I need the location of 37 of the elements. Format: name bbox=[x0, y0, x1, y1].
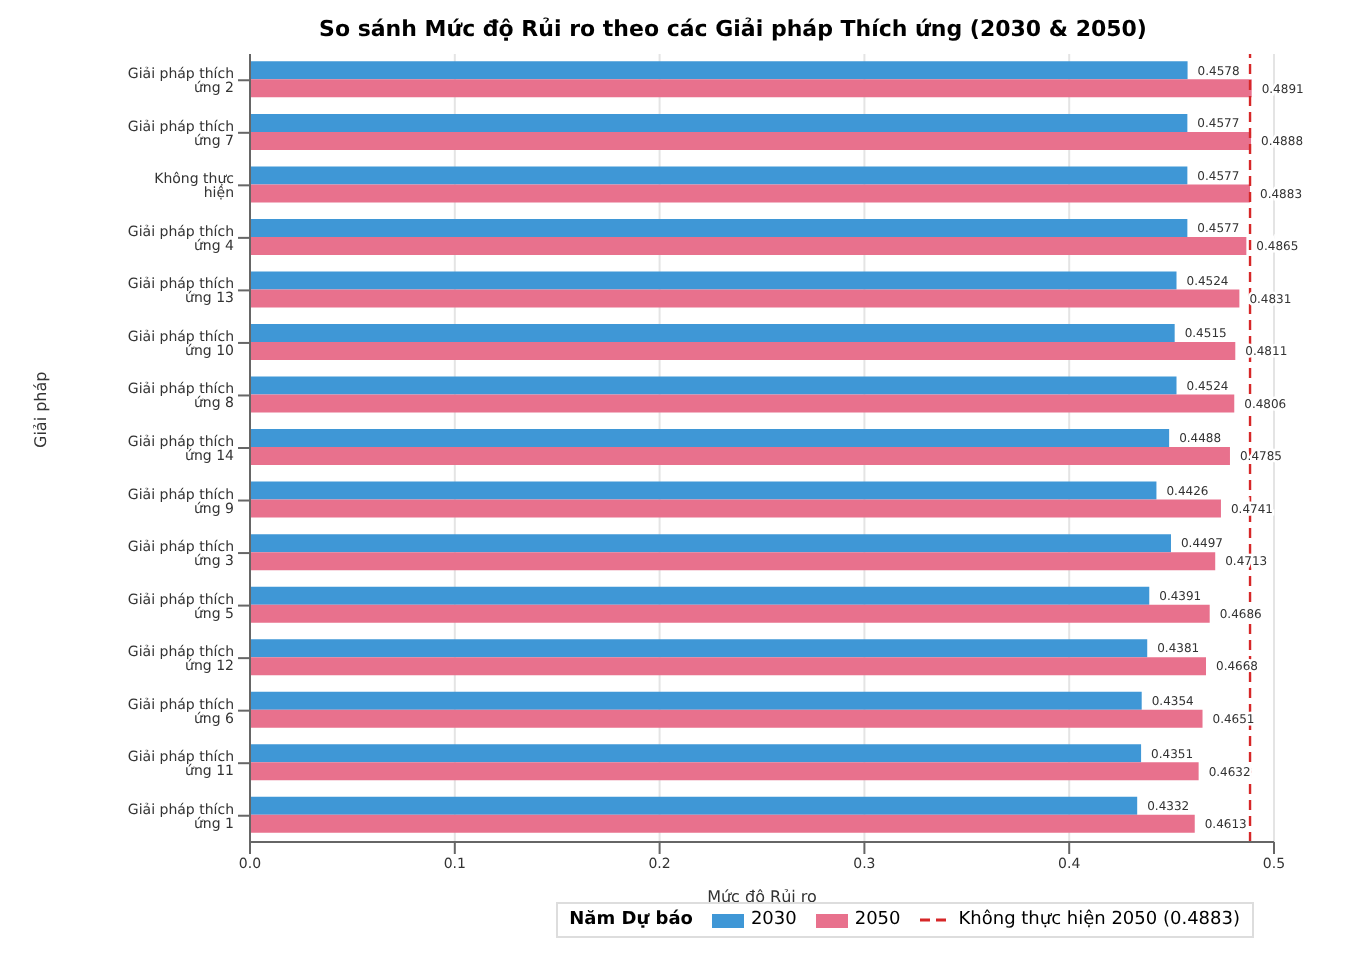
bar bbox=[250, 657, 1207, 676]
bar bbox=[250, 481, 1157, 500]
bar bbox=[250, 586, 1150, 605]
bar bbox=[250, 744, 1142, 763]
x-axis-title: Mức độ Rủi ro bbox=[707, 888, 818, 906]
bar bbox=[250, 796, 1138, 815]
bar bbox=[250, 184, 1251, 203]
legend-label: 2050 bbox=[852, 910, 901, 930]
bar bbox=[250, 604, 1210, 623]
legend-title: Năm Dự báo bbox=[569, 910, 693, 930]
legend-label: Không thực hiện 2050 (0.4883) bbox=[956, 910, 1240, 930]
bar bbox=[250, 429, 1170, 448]
bar bbox=[250, 499, 1221, 518]
bar bbox=[250, 131, 1252, 150]
bar bbox=[250, 691, 1142, 710]
bar bbox=[250, 166, 1188, 185]
bar bbox=[250, 342, 1236, 361]
bar bbox=[250, 271, 1177, 290]
bar bbox=[250, 709, 1203, 728]
bar bbox=[250, 61, 1188, 80]
bar bbox=[250, 394, 1235, 413]
legend-label: 2030 bbox=[748, 910, 797, 930]
bar bbox=[250, 289, 1240, 308]
bar bbox=[250, 113, 1188, 132]
bar bbox=[250, 218, 1188, 237]
bar bbox=[250, 324, 1175, 343]
bar bbox=[250, 376, 1177, 395]
bar bbox=[250, 639, 1148, 658]
bar bbox=[250, 447, 1230, 466]
bar bbox=[250, 814, 1195, 833]
bar bbox=[250, 236, 1247, 255]
y-axis-title: Giải pháp bbox=[31, 371, 50, 448]
bar bbox=[250, 552, 1216, 571]
bar bbox=[250, 79, 1252, 98]
bar bbox=[250, 534, 1171, 553]
bar bbox=[250, 762, 1199, 781]
chart-title: So sánh Mức độ Rủi ro theo các Giải pháp Thích ứng (2030 & 2050) bbox=[317, 16, 1149, 42]
